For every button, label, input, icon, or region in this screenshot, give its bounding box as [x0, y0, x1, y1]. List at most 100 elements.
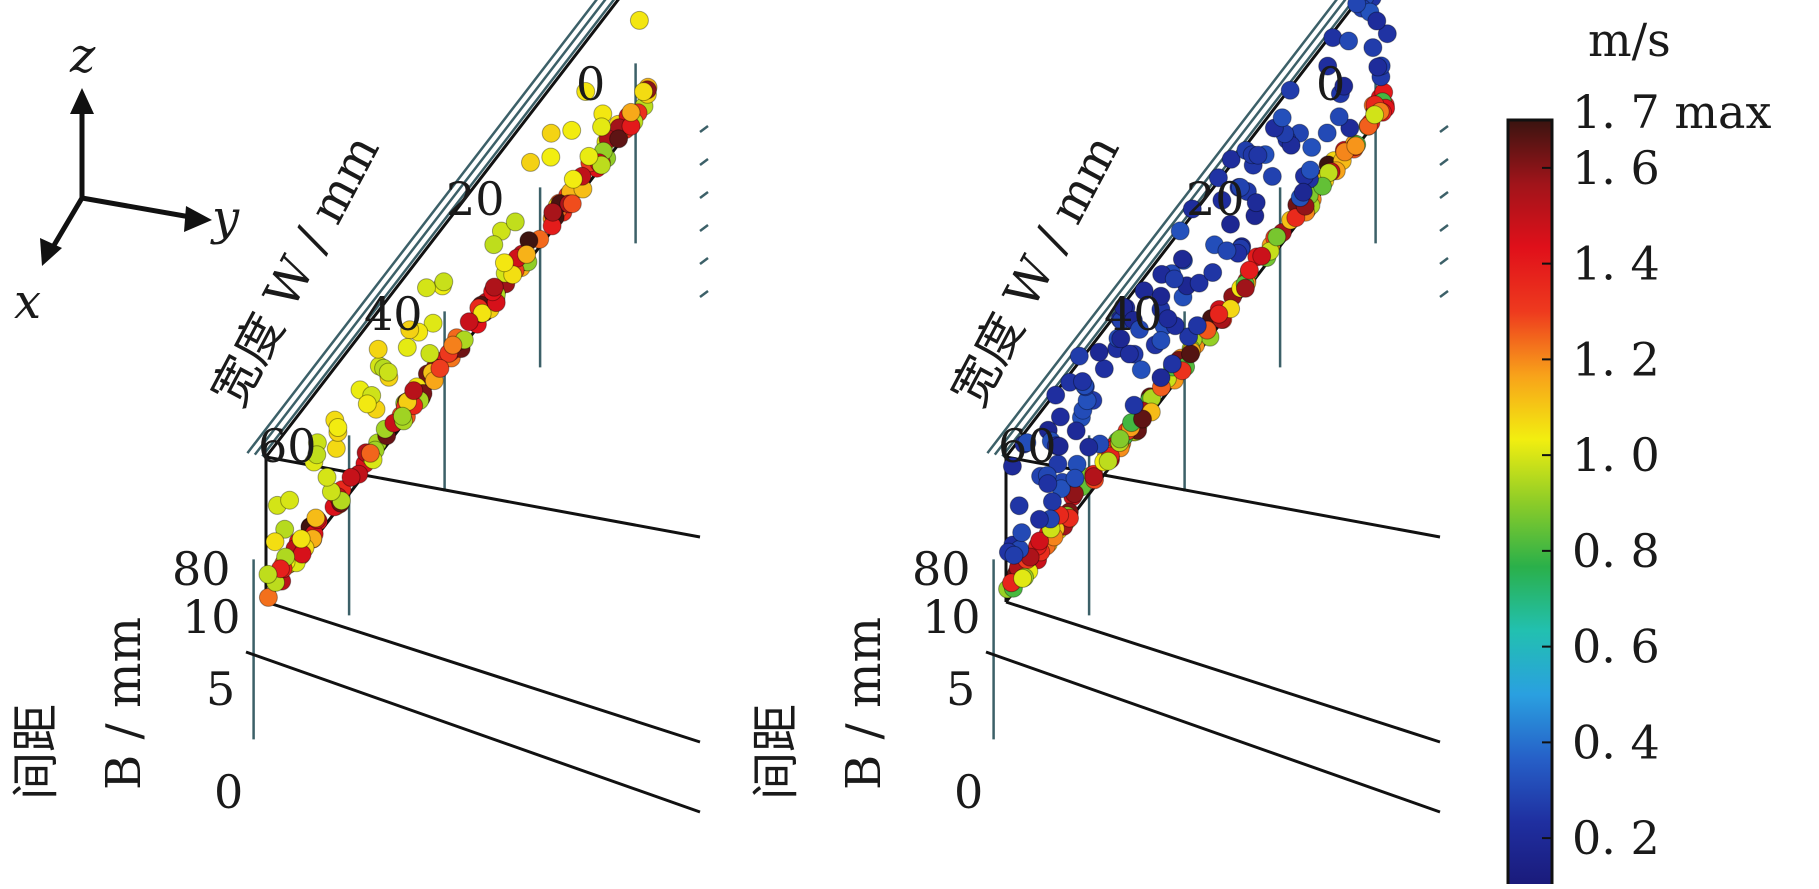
- particle-point: [1017, 433, 1037, 453]
- particle-point: [275, 519, 295, 539]
- particle-point: [472, 303, 492, 323]
- particle-point: [543, 202, 563, 222]
- triad-x-arrow-icon: [40, 238, 62, 266]
- grid-line: [699, 290, 709, 298]
- particle-point: [423, 313, 443, 333]
- particle-point: [291, 529, 311, 549]
- particle-point: [1111, 329, 1131, 349]
- particle-point: [417, 278, 436, 298]
- colorbar-tick-label: 0. 6: [1572, 620, 1660, 674]
- grid-line: [1439, 257, 1449, 265]
- particle-point: [1110, 429, 1130, 449]
- box-edge: [245, 650, 701, 814]
- particle-point: [1339, 31, 1359, 51]
- particle-point: [562, 120, 582, 140]
- triad-x-label: x: [14, 274, 41, 330]
- colorbar-gradient: [1506, 118, 1554, 888]
- particle-point: [1130, 319, 1149, 339]
- particle-point: [404, 381, 424, 401]
- particle-point: [591, 155, 611, 175]
- width-axis-label: 宽度 W / mm: [201, 126, 391, 416]
- panel-left-points: [258, 10, 658, 607]
- particle-point: [341, 467, 361, 487]
- particle-point: [1318, 56, 1338, 76]
- width-tick-0: 0: [1316, 57, 1345, 111]
- particle-point: [1280, 80, 1300, 100]
- particle-point: [378, 362, 398, 382]
- particle-point: [368, 339, 388, 359]
- particle-point: [1346, 136, 1366, 156]
- width-tick-60: 60: [258, 419, 317, 473]
- particle-point: [1098, 451, 1118, 471]
- grid-line: [1439, 191, 1449, 199]
- particle-point: [541, 123, 561, 143]
- particle-point: [1046, 385, 1066, 405]
- particle-point: [434, 272, 454, 292]
- particle-point: [1004, 545, 1024, 565]
- panel-right-points: [998, 0, 1397, 599]
- particle-point: [1029, 509, 1049, 529]
- particle-point: [1012, 523, 1032, 543]
- width-tick-20: 20: [446, 172, 505, 226]
- particle-point: [1114, 297, 1133, 317]
- particle-point: [1170, 221, 1190, 241]
- particle-point: [1363, 38, 1383, 58]
- particle-point: [1208, 168, 1228, 188]
- particle-point: [1221, 149, 1241, 169]
- grid-line: [1439, 224, 1449, 232]
- particle-point: [484, 277, 504, 297]
- particle-point: [1182, 199, 1202, 219]
- width-tick-40: 40: [1104, 287, 1163, 341]
- particle-point: [1089, 342, 1109, 362]
- particle-point: [1151, 286, 1171, 306]
- particle-point: [1164, 269, 1184, 289]
- gap-axis-label-cn: 间距: [748, 704, 804, 800]
- particle-point: [1317, 123, 1337, 143]
- grid-line: [246, 0, 598, 454]
- particle-point: [1217, 241, 1237, 261]
- triad-x-axis: [47, 196, 85, 254]
- gap-tick-0: 0: [214, 765, 243, 819]
- width-tick-20: 20: [1186, 172, 1245, 226]
- particle-point: [592, 117, 612, 137]
- particle-point: [397, 337, 417, 357]
- particle-point: [1073, 372, 1092, 391]
- particle-point: [1065, 468, 1085, 488]
- particle-point: [1221, 214, 1240, 234]
- coordinate-triad: z y x: [14, 28, 240, 330]
- particle-point: [1124, 395, 1144, 415]
- particle-point: [1094, 359, 1114, 379]
- colorbar-unit: m/s: [1588, 13, 1671, 67]
- panel-right: 0 20 40 60 80 10 5 0 宽度 W / mm 间距 B / mm: [748, 0, 1449, 819]
- particle-point: [505, 212, 525, 232]
- particle-point: [1079, 437, 1099, 457]
- particle-point: [1248, 145, 1268, 165]
- particle-point: [443, 335, 463, 355]
- gap-axis-label: B / mm: [96, 617, 152, 790]
- particle-point: [1038, 474, 1058, 494]
- particle-point: [1368, 57, 1388, 77]
- triad-z-label: z: [69, 28, 96, 84]
- particle-point: [1030, 531, 1050, 551]
- box-edge: [265, 600, 701, 744]
- particle-point: [521, 152, 540, 172]
- gap-tick-0: 0: [954, 765, 983, 819]
- particle-point: [1181, 344, 1200, 364]
- particle-point: [1049, 436, 1069, 456]
- particle-point: [1162, 354, 1182, 374]
- grid-line: [699, 257, 709, 265]
- particle-point: [328, 418, 348, 437]
- grid-line: [261, 0, 616, 457]
- triad-z-arrow-icon: [70, 88, 94, 114]
- particle-point: [1272, 108, 1292, 128]
- particle-point: [1172, 249, 1192, 269]
- particle-point: [1133, 409, 1152, 429]
- particle-point: [1365, 105, 1385, 125]
- gap-axis-label: B / mm: [836, 617, 892, 790]
- colorbar-tick-label: 0. 4: [1572, 715, 1660, 769]
- particle-point: [1239, 260, 1259, 280]
- colorbar-tick-label: 1. 4: [1572, 237, 1660, 291]
- particle-point: [1158, 309, 1178, 329]
